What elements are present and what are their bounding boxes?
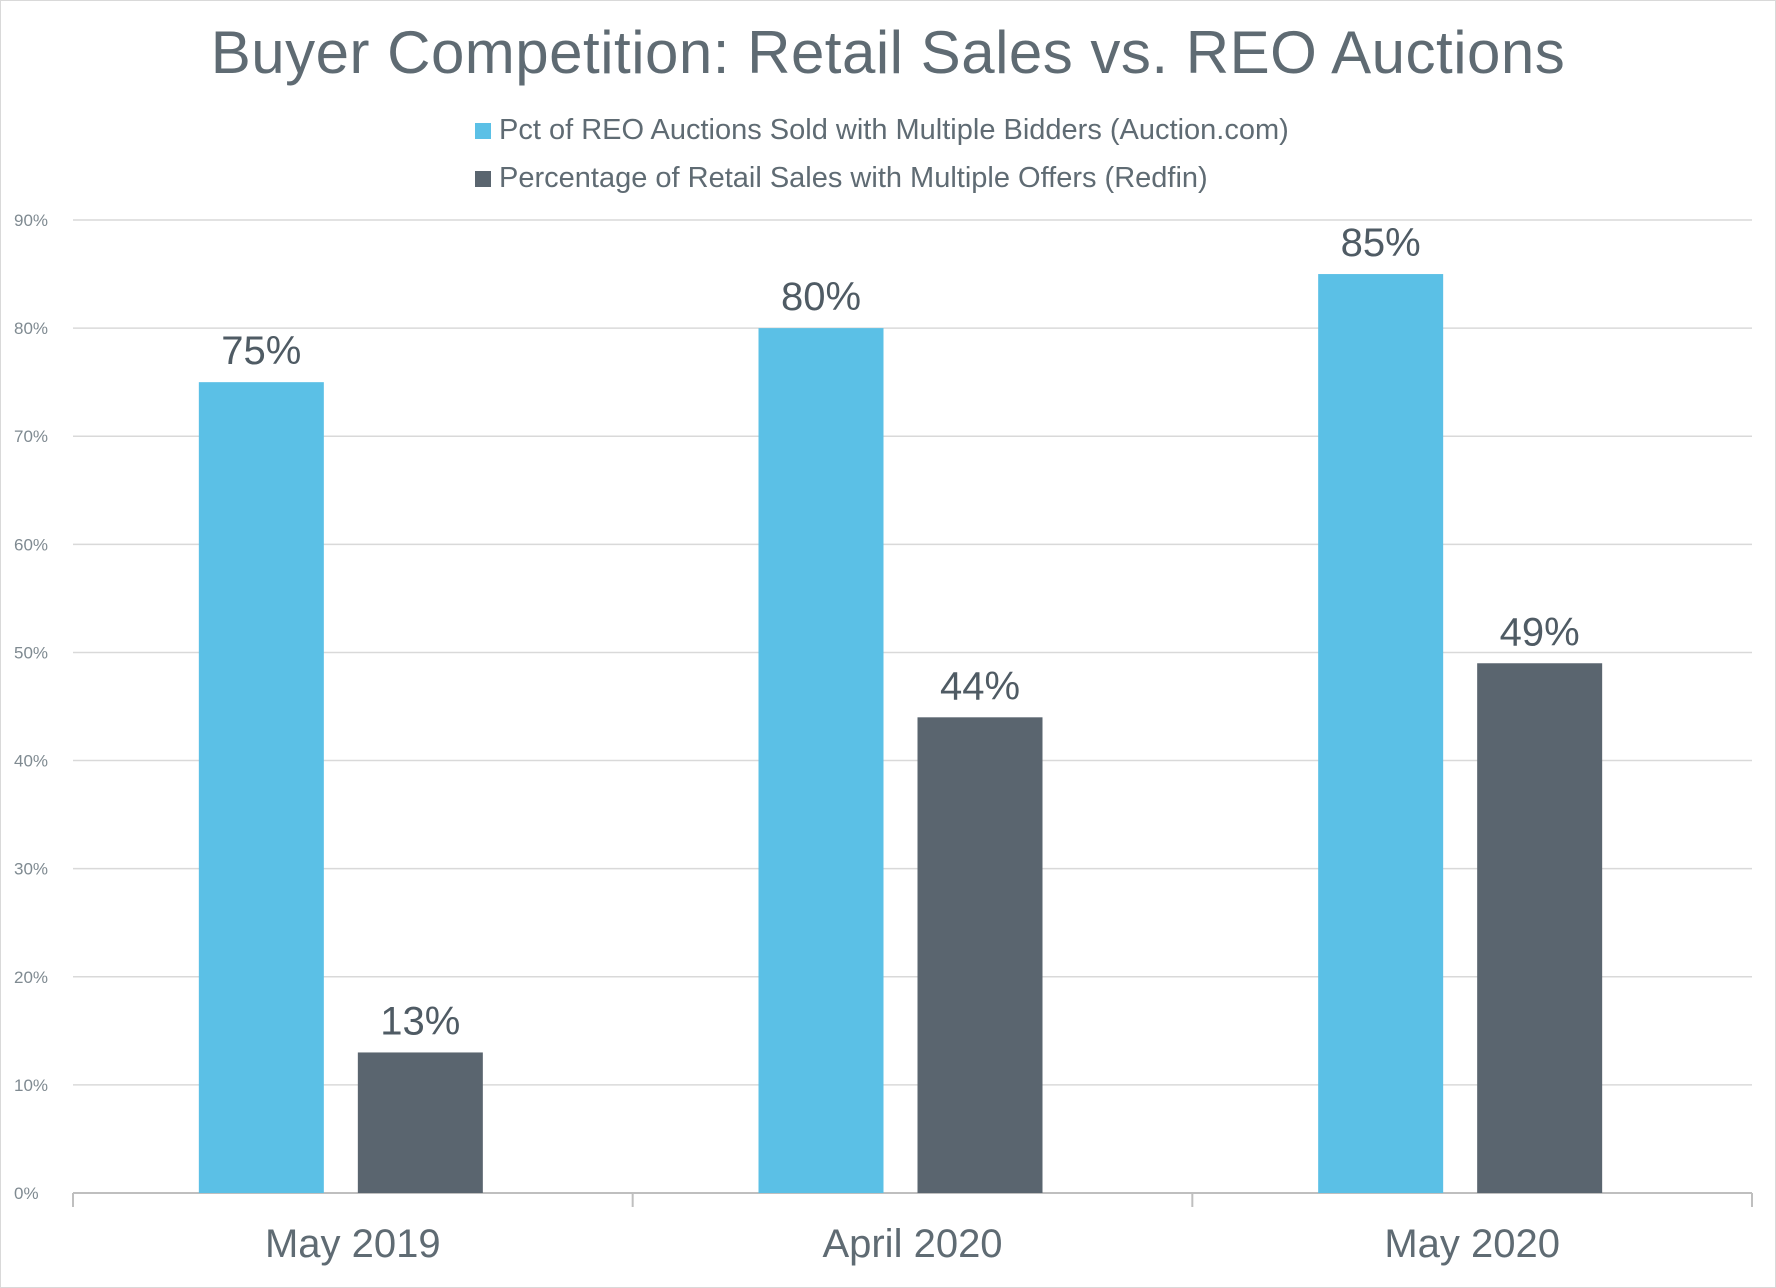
- x-category-label: May 2019: [265, 1222, 441, 1266]
- legend-item-reo-auctions: Pct of REO Auctions Sold with Multiple B…: [475, 114, 1289, 147]
- y-tick-label: 50%: [14, 643, 48, 662]
- legend-swatch-reo-auctions: [475, 122, 491, 139]
- bar-retail-sales: [1477, 663, 1603, 1193]
- y-tick-label: 80%: [14, 319, 48, 338]
- x-category-label: May 2020: [1384, 1222, 1560, 1266]
- bar-reo-auctions: [758, 328, 884, 1194]
- legend-label-retail-sales: Percentage of Retail Sales with Multiple…: [499, 162, 1208, 194]
- bar-retail-sales: [357, 1052, 483, 1193]
- x-category-label: April 2020: [822, 1222, 1002, 1266]
- data-label: 49%: [1500, 610, 1580, 654]
- data-label: 85%: [1341, 221, 1421, 265]
- legend-swatch-retail-sales: [475, 170, 491, 187]
- data-label: 13%: [380, 999, 460, 1043]
- bar-retail-sales: [917, 717, 1043, 1193]
- bar-reo-auctions: [198, 382, 324, 1194]
- chart-title: Buyer Competition: Retail Sales vs. REO …: [210, 19, 1566, 86]
- legend-label-reo-auctions: Pct of REO Auctions Sold with Multiple B…: [499, 114, 1289, 146]
- y-tick-label: 0%: [14, 1184, 39, 1203]
- y-tick-label: 30%: [14, 860, 48, 879]
- y-tick-label: 40%: [14, 752, 48, 771]
- y-tick-label: 70%: [14, 427, 48, 446]
- data-label: 44%: [940, 664, 1020, 708]
- data-label: 75%: [221, 329, 301, 373]
- y-tick-label: 90%: [14, 211, 48, 230]
- y-tick-label: 10%: [14, 1076, 48, 1095]
- legend-item-retail-sales: Percentage of Retail Sales with Multiple…: [475, 162, 1208, 195]
- bar-reo-auctions: [1318, 274, 1444, 1193]
- data-label: 80%: [781, 275, 861, 319]
- y-tick-label: 60%: [14, 535, 48, 554]
- y-tick-label: 20%: [14, 968, 48, 987]
